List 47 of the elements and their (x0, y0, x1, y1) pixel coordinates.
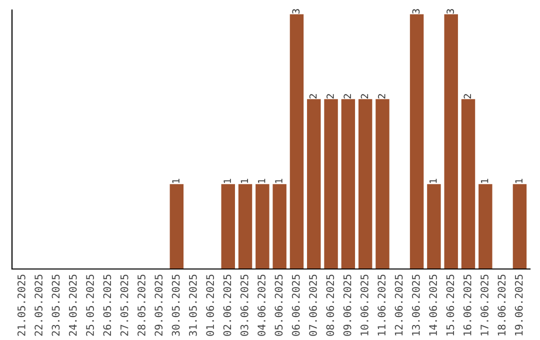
data-label: 2 (344, 94, 351, 98)
x-tick-label: 29.05.2025 (154, 274, 163, 336)
data-label: 1 (481, 178, 488, 183)
x-tick-label: 19.06.2025 (514, 274, 523, 336)
x-tick-label: 22.05.2025 (34, 274, 42, 336)
x-tick-label: 21.05.2025 (17, 274, 26, 336)
x-tick-label: 02.06.2025 (223, 274, 232, 336)
data-label: 3 (292, 9, 300, 14)
data-label: 1 (224, 178, 231, 183)
data-label: 1 (172, 178, 180, 183)
x-tick-label: 06.06.2025 (292, 274, 300, 336)
x-tick-label: 01.06.2025 (206, 274, 214, 336)
x-tick-label: 14.06.2025 (429, 274, 437, 336)
data-label: 1 (240, 178, 248, 183)
x-tick-label: 13.06.2025 (412, 274, 420, 336)
x-tick-label: 31.05.2025 (188, 274, 197, 336)
x-tick-label: 25.05.2025 (86, 274, 94, 336)
x-tick-label: 07.06.2025 (309, 274, 317, 336)
data-label: 1 (275, 178, 282, 183)
x-tick-label: 15.06.2025 (446, 274, 454, 336)
data-label: 3 (446, 9, 454, 14)
data-label: 1 (258, 178, 266, 183)
x-tick-label: 09.06.2025 (343, 274, 352, 336)
data-label: 3 (412, 9, 420, 14)
data-label: 1 (515, 178, 522, 183)
x-tick-label: 12.06.2025 (394, 274, 403, 336)
x-tick-label: 26.05.2025 (103, 274, 112, 336)
x-tick-label: 17.06.2025 (480, 274, 488, 336)
x-tick-label: 30.05.2025 (172, 274, 180, 336)
data-label: 2 (326, 94, 334, 98)
x-tick-label: 10.06.2025 (360, 274, 368, 336)
x-tick-label: 28.05.2025 (138, 274, 146, 336)
data-label: 2 (309, 94, 317, 98)
x-tick-label: 27.05.2025 (120, 274, 128, 336)
x-tick-label: 16.06.2025 (463, 274, 472, 336)
x-tick-label: 05.06.2025 (274, 274, 283, 336)
x-tick-label: 11.06.2025 (378, 274, 386, 336)
data-label: 2 (464, 94, 471, 98)
data-label: 2 (360, 94, 368, 98)
x-tick-label: 03.06.2025 (240, 274, 248, 336)
x-tick-label: 04.06.2025 (258, 274, 266, 336)
data-label: 1 (430, 178, 437, 183)
x-tick-label: 24.05.2025 (68, 274, 77, 336)
data-label: 2 (378, 94, 386, 98)
x-tick-label: 08.06.2025 (326, 274, 334, 336)
x-tick-label: 23.05.2025 (52, 274, 60, 336)
x-tick-label: 18.06.2025 (498, 274, 506, 336)
